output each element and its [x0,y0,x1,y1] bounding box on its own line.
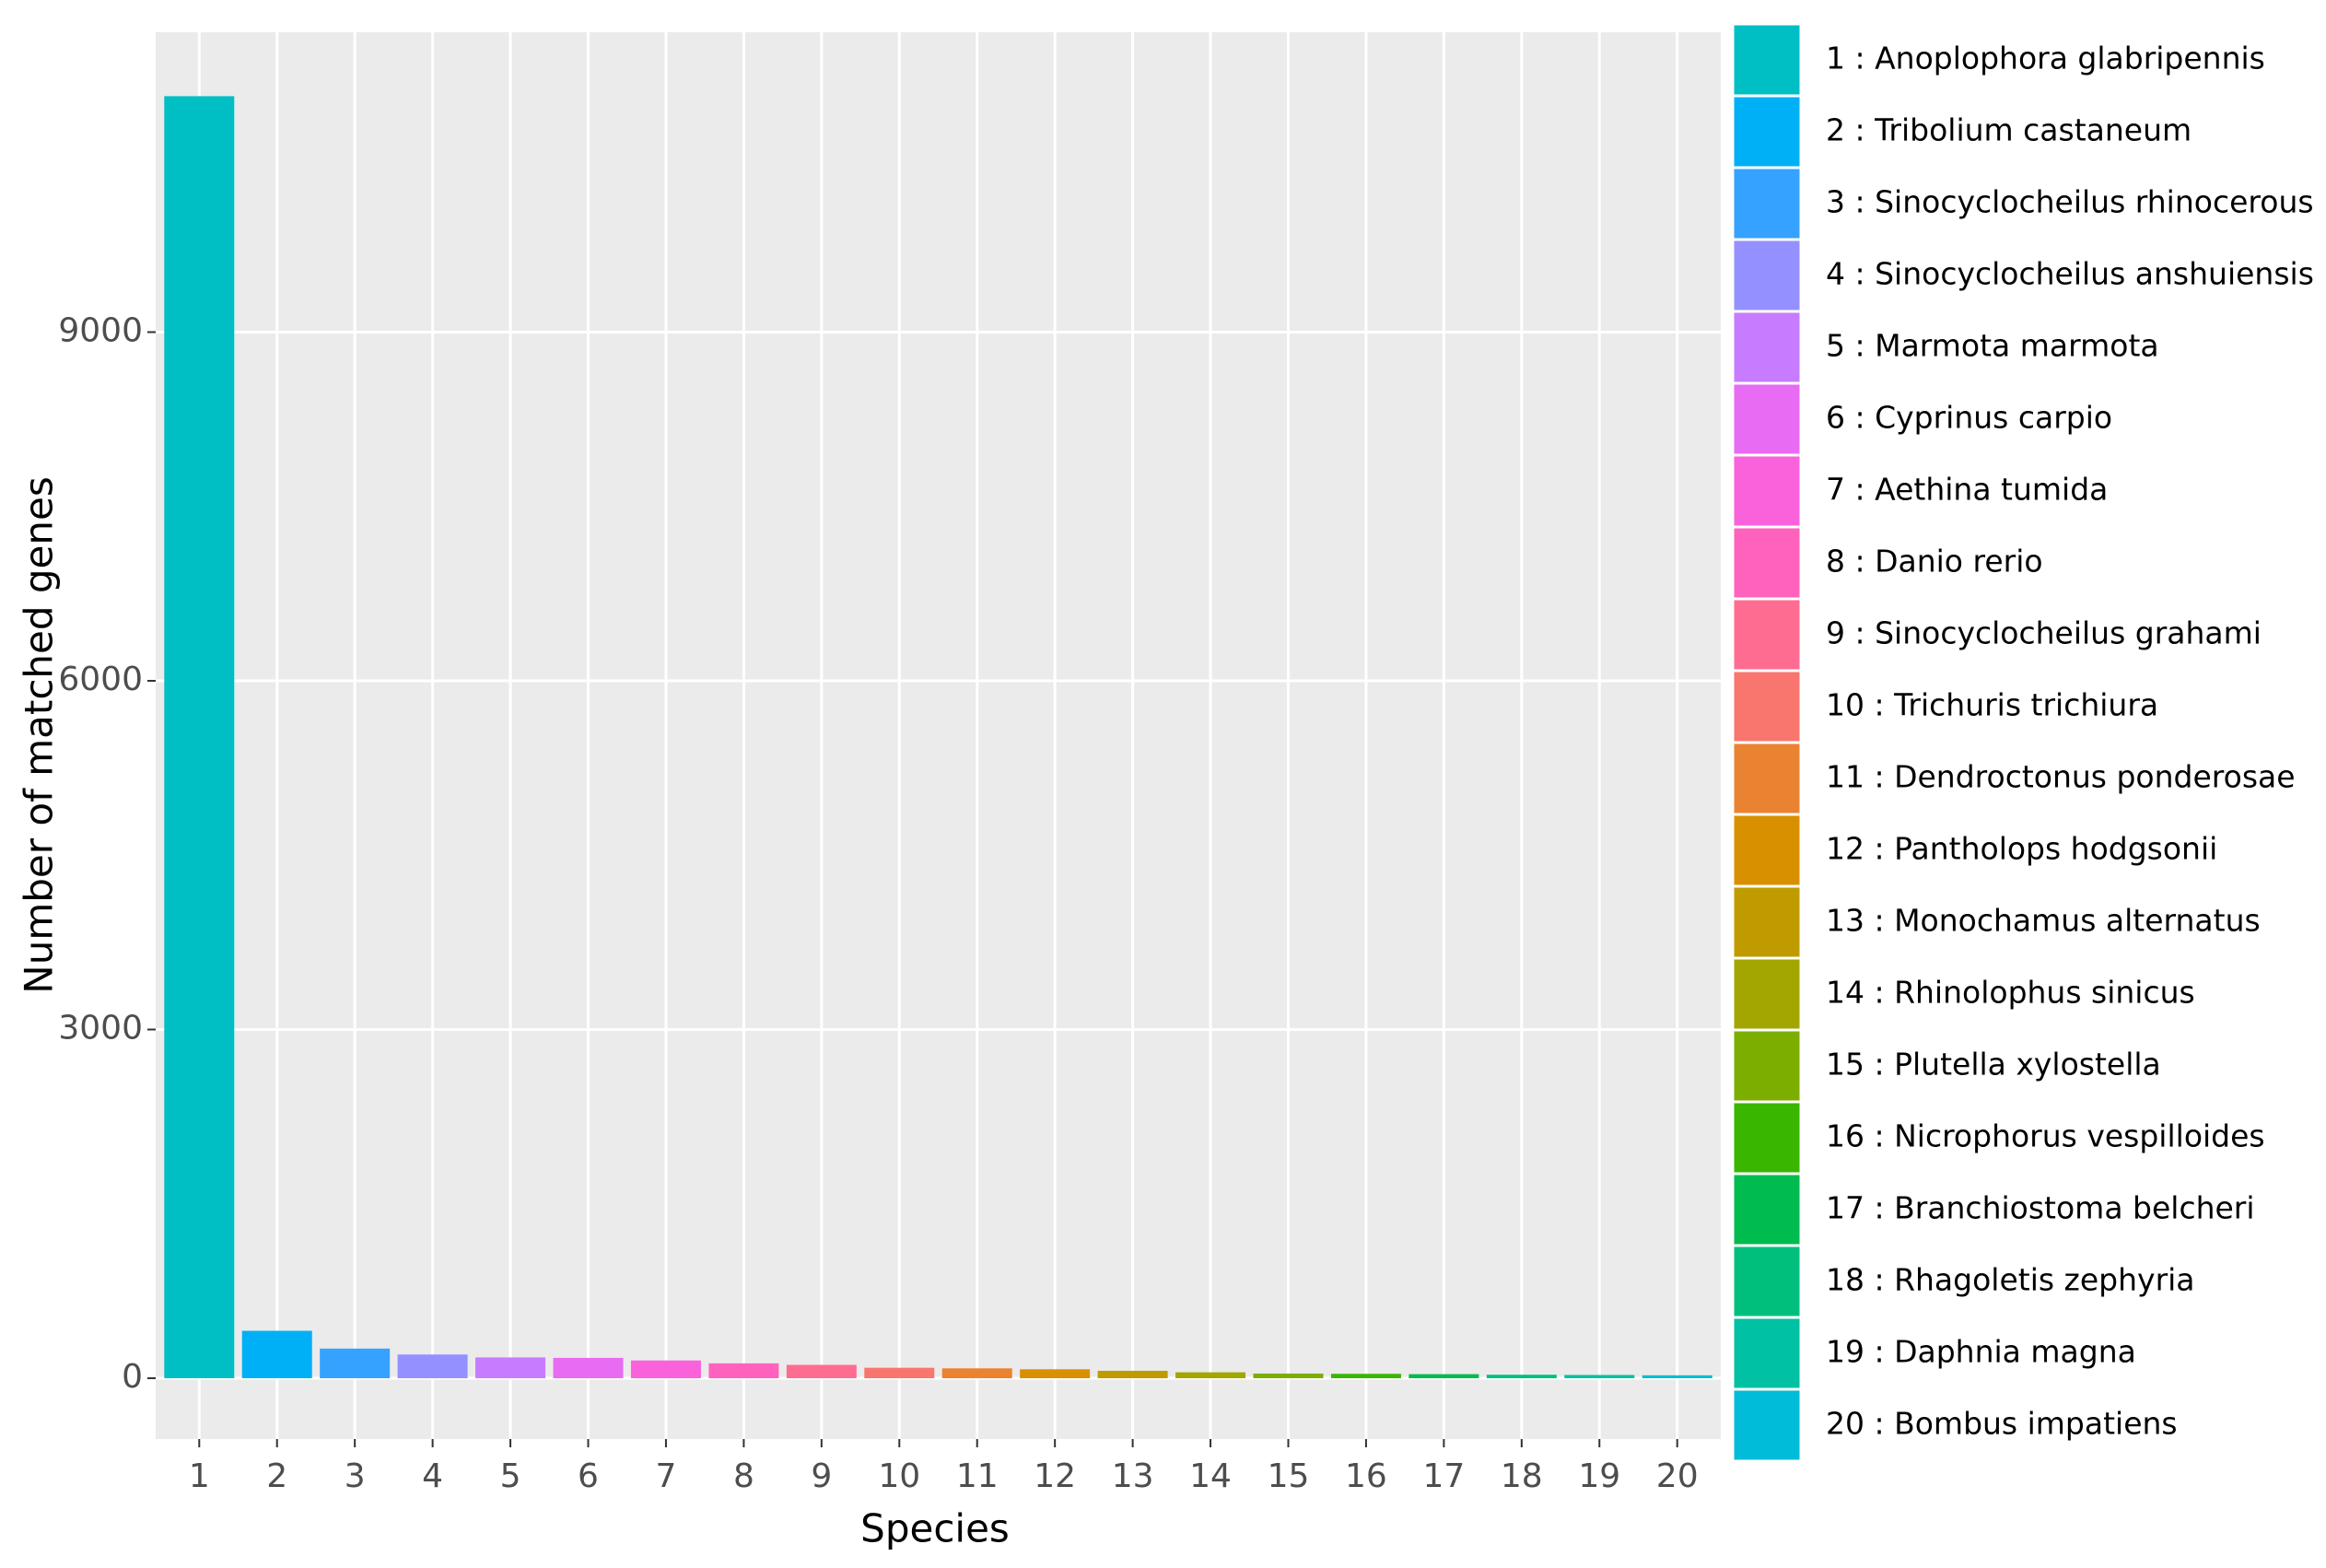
legend-key [1731,22,1803,98]
bar [1253,1373,1324,1379]
legend-key [1731,1244,1803,1319]
bar [1020,1369,1091,1379]
legend-key [1731,166,1803,241]
y-tick-label: 3000 [58,1010,143,1047]
y-axis-title: Number of matched genes [17,476,62,993]
bar [786,1364,857,1379]
legend-label: 9 : Sinocyclocheilus grahami [1826,615,2262,651]
legend-label: 20 : Bombus impatiens [1826,1406,2178,1442]
legend-key [1731,1387,1803,1463]
legend-label: 15 : Plutella xylostella [1826,1047,2161,1082]
x-tick-label: 1 [189,1457,210,1495]
panel-background [156,32,1721,1439]
x-tick-label: 16 [1345,1457,1387,1495]
x-tick-label: 15 [1268,1457,1310,1495]
x-tick-label: 2 [266,1457,287,1495]
legend-label: 7 : Aethina tumida [1826,472,2108,508]
legend-label: 17 : Branchiostoma belcheri [1826,1190,2255,1226]
x-tick-label: 5 [500,1457,521,1495]
bar [1564,1375,1635,1379]
legend-label: 6 : Cyprinus carpio [1826,400,2112,436]
bar [1486,1375,1557,1379]
bar [1097,1370,1168,1379]
bar [708,1363,779,1379]
legend-label: 10 : Trichuris trichiura [1826,687,2158,723]
legend-label: 16 : Nicrophorus vespilloides [1826,1118,2265,1154]
legend-key [1731,669,1803,744]
legend-key [1731,813,1803,888]
legend-key [1731,597,1803,673]
x-axis-title: Species [860,1506,1010,1551]
bar [553,1357,624,1379]
legend-key [1731,1100,1803,1176]
legend-label: 19 : Daphnia magna [1826,1334,2136,1370]
legend-label: 3 : Sinocyclocheilus rhinocerous [1826,184,2314,220]
legend-key [1731,238,1803,313]
legend-label: 8 : Danio rerio [1826,544,2043,579]
legend-key [1731,453,1803,529]
x-tick-label: 7 [655,1457,676,1495]
legend-key [1731,525,1803,601]
bar [241,1330,312,1379]
bar [630,1360,701,1379]
legend-label: 14 : Rhinolophus sinicus [1826,975,2195,1011]
x-tick-label: 13 [1112,1457,1154,1495]
legend-key [1731,310,1803,385]
legend-key [1731,1028,1803,1104]
x-tick-label: 4 [422,1457,443,1495]
legend-key [1731,956,1803,1032]
legend-label: 4 : Sinocyclocheilus anshuiensis [1826,256,2314,292]
x-tick-label: 20 [1656,1457,1699,1495]
x-tick-label: 8 [733,1457,754,1495]
bar [1408,1374,1479,1379]
x-tick-label: 9 [811,1457,832,1495]
bar [864,1367,935,1379]
x-tick-label: 17 [1422,1457,1465,1495]
bar [164,96,235,1379]
legend-key [1731,741,1803,816]
x-tick-label: 18 [1501,1457,1543,1495]
legend-key [1731,94,1803,170]
bar [475,1357,546,1379]
legend-label: 18 : Rhagoletis zephyria [1826,1262,2195,1298]
x-tick-label: 10 [878,1457,920,1495]
legend-key [1731,381,1803,457]
bar [1642,1375,1712,1379]
bar [1330,1374,1401,1379]
bar [1175,1372,1246,1379]
x-tick-label: 14 [1189,1457,1232,1495]
x-tick-label: 3 [345,1457,366,1495]
y-tick-label: 9000 [58,312,143,350]
legend-label: 13 : Monochamus alternatus [1826,903,2261,939]
x-tick-label: 19 [1578,1457,1620,1495]
legend-label: 1 : Anoplophora glabripennis [1826,41,2265,76]
legend-key [1731,1172,1803,1247]
bar [320,1348,391,1379]
x-tick-label: 12 [1034,1457,1076,1495]
legend-label: 2 : Tribolium castaneum [1826,112,2192,148]
x-tick-label: 6 [578,1457,599,1495]
legend-label: 11 : Dendroctonus ponderosae [1826,759,2296,795]
legend-label: 12 : Pantholops hodgsonii [1826,831,2217,867]
legend-label: 5 : Marmota marmota [1826,328,2159,364]
y-tick-label: 0 [122,1358,143,1396]
legend-key [1731,1316,1803,1391]
legend-key [1731,884,1803,960]
bar [397,1354,468,1379]
y-tick-label: 6000 [58,661,143,698]
x-tick-label: 11 [956,1457,999,1495]
bar [941,1368,1012,1379]
